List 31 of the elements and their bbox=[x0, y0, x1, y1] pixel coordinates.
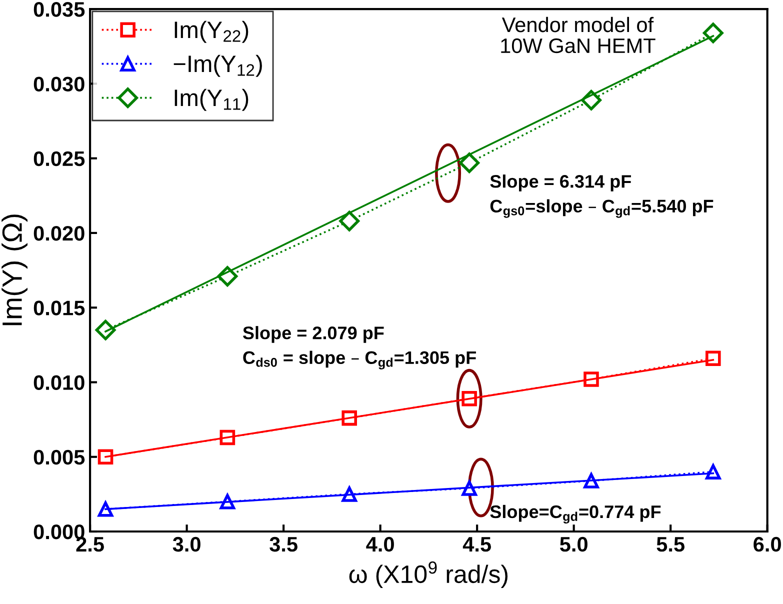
x-tick-label: 3.0 bbox=[172, 536, 200, 552]
x-tick-label: 4.0 bbox=[366, 536, 394, 552]
legend-label: −Im(Y$_{12}$) bbox=[174, 54, 262, 77]
y-tick-label: 0.035 bbox=[34, 2, 85, 17]
annotation: Slope=C$_{gd}$=0.774 pF bbox=[490, 504, 661, 524]
x-tick-label: 5.5 bbox=[656, 537, 684, 552]
legend-label: Im(Y$_{11}$) bbox=[174, 88, 248, 111]
x-axis-title: ω (X10$^{9}$ rad/s) bbox=[349, 561, 508, 588]
y-axis-title: Im(Y) (Ω) bbox=[2, 214, 28, 326]
x-tick-label: 3.5 bbox=[270, 536, 298, 552]
y-tick-label: 0.010 bbox=[34, 375, 84, 390]
point bbox=[98, 449, 114, 465]
point bbox=[702, 22, 724, 44]
x-tick-label: 4.5 bbox=[462, 537, 491, 552]
y-tick-label: 0.030 bbox=[34, 76, 84, 92]
y-tick-label: 0.005 bbox=[34, 450, 85, 465]
annotation: Slope = 2.079 pF C$_{ds0}$ = slope – C$_{gd}$=1.305 pF bbox=[242, 326, 476, 370]
point bbox=[459, 152, 480, 174]
point bbox=[95, 320, 116, 340]
point bbox=[706, 350, 721, 366]
annotation: Slope = 6.314 pF C$_{gs0}$=slope – C$_{gd}$=5.540 pF bbox=[490, 174, 714, 218]
y-tick-label: 0.000 bbox=[34, 524, 84, 540]
y-tick-label: 0.020 bbox=[34, 226, 84, 241]
annotation: Vendor model of 10W GaN HEMT bbox=[501, 16, 656, 54]
x-tick-label: 2.5 bbox=[76, 536, 104, 552]
legend-label: Im(Y$_{22}$) bbox=[174, 20, 248, 43]
y-tick-label: 0.015 bbox=[34, 300, 85, 316]
x-tick-label: 6.0 bbox=[754, 536, 781, 552]
point bbox=[339, 210, 360, 232]
x-tick-label: 5.0 bbox=[560, 536, 588, 552]
y-tick-label: 0.025 bbox=[34, 151, 85, 166]
